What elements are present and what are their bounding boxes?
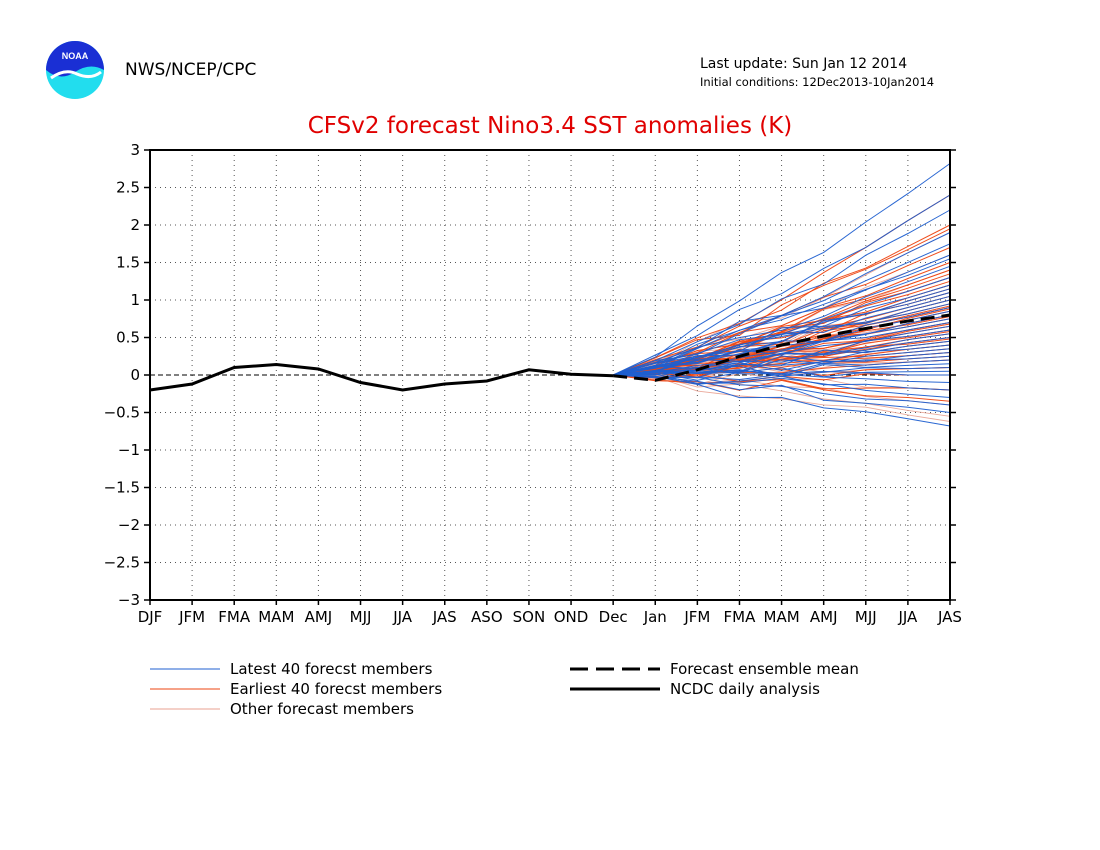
x-tick-label: JFM bbox=[683, 608, 710, 626]
x-tick-label: OND bbox=[554, 608, 589, 626]
ensemble-member-line bbox=[613, 254, 951, 376]
y-tick-label: 3 bbox=[130, 141, 140, 159]
ensemble-member-line bbox=[613, 318, 951, 376]
legend: Latest 40 forecst members Earliest 40 for… bbox=[150, 660, 859, 718]
ensemble-member-line bbox=[613, 355, 951, 379]
x-tick-label: DJF bbox=[138, 608, 163, 626]
ensemble-member-line bbox=[612, 194, 951, 376]
main-series bbox=[149, 313, 951, 392]
x-tick-label: FMA bbox=[218, 608, 251, 626]
ensemble-member-line bbox=[613, 374, 951, 427]
y-tick-label: 2.5 bbox=[116, 179, 140, 197]
ensemble-member-line bbox=[613, 355, 951, 378]
y-tick-label: −0.5 bbox=[104, 404, 140, 422]
ensemble-member-line bbox=[613, 209, 951, 376]
ensemble-member-line bbox=[613, 295, 951, 376]
legend-label: NCDC daily analysis bbox=[670, 680, 820, 698]
ensemble-member-line bbox=[613, 374, 951, 406]
ensemble-member-line bbox=[613, 369, 950, 376]
y-tick-label: −1 bbox=[118, 441, 140, 459]
y-axis-ticks: 3 2.5 2 1.5 1 0.5 0 −0.5 −1 −1.5 −2 −2.5 −3 bbox=[104, 141, 956, 609]
ensemble-member-line bbox=[613, 374, 951, 402]
x-tick-label: MAM bbox=[764, 608, 800, 626]
x-tick-label: SON bbox=[513, 608, 546, 626]
legend-label: Other forecast members bbox=[230, 700, 414, 718]
initial-conditions-label: Initial conditions: 12Dec2013-10Jan2014 bbox=[700, 75, 935, 89]
x-tick-label: JAS bbox=[937, 608, 962, 626]
legend-label: Forecast ensemble mean bbox=[670, 660, 859, 678]
ensemble-member-line bbox=[613, 228, 951, 376]
ensemble-member-line bbox=[613, 374, 951, 422]
ensemble-member-line bbox=[613, 284, 951, 376]
x-tick-label: Jan bbox=[643, 608, 667, 626]
y-tick-label: −2 bbox=[118, 516, 140, 534]
y-tick-label: −2.5 bbox=[104, 554, 140, 572]
ensemble-member-line bbox=[613, 224, 951, 376]
ensemble-members bbox=[612, 163, 951, 427]
ensemble-member-line bbox=[613, 367, 951, 381]
y-tick-label: −1.5 bbox=[104, 479, 140, 497]
legend-label: Earliest 40 forecst members bbox=[230, 680, 442, 698]
last-update-label: Last update: Sun Jan 12 2014 bbox=[700, 56, 908, 72]
y-tick-label: −3 bbox=[118, 591, 140, 609]
y-tick-label: 2 bbox=[130, 216, 140, 234]
chart-title: CFSv2 forecast Nino3.4 SST anomalies (K) bbox=[307, 113, 793, 139]
noaa-logo: NOAA bbox=[46, 41, 104, 99]
ensemble-mean-line bbox=[613, 313, 951, 382]
legend-label: Latest 40 forecst members bbox=[230, 660, 433, 678]
organization-label: NWS/NCEP/CPC bbox=[125, 60, 257, 80]
x-axis-ticks: DJF JFM FMA MAM AMJ MJJ JJA JAS ASO SON OND Dec Jan J… bbox=[138, 600, 962, 626]
x-tick-label: AMJ bbox=[810, 608, 838, 626]
ensemble-member-line bbox=[613, 258, 951, 376]
x-tick-label: MJJ bbox=[350, 608, 372, 626]
x-tick-label: MAM bbox=[258, 608, 294, 626]
x-tick-label: AMJ bbox=[305, 608, 333, 626]
x-tick-label: JJA bbox=[392, 608, 413, 626]
y-tick-label: 0 bbox=[130, 366, 140, 384]
x-tick-label: JAS bbox=[432, 608, 457, 626]
y-tick-label: 1.5 bbox=[116, 254, 140, 272]
ensemble-member-line bbox=[613, 163, 951, 376]
y-tick-label: 1 bbox=[130, 291, 140, 309]
ensemble-member-line bbox=[613, 352, 951, 376]
y-tick-label: 0.5 bbox=[116, 329, 140, 347]
x-tick-label: JFM bbox=[178, 608, 205, 626]
x-tick-label: FMA bbox=[724, 608, 757, 626]
x-tick-label: ASO bbox=[471, 608, 503, 626]
logo-text: NOAA bbox=[62, 51, 89, 61]
ensemble-member-line bbox=[613, 374, 951, 413]
x-tick-label: Dec bbox=[599, 608, 628, 626]
x-tick-label: MJJ bbox=[855, 608, 877, 626]
analysis-line bbox=[149, 362, 614, 392]
x-tick-label: JJA bbox=[897, 608, 918, 626]
